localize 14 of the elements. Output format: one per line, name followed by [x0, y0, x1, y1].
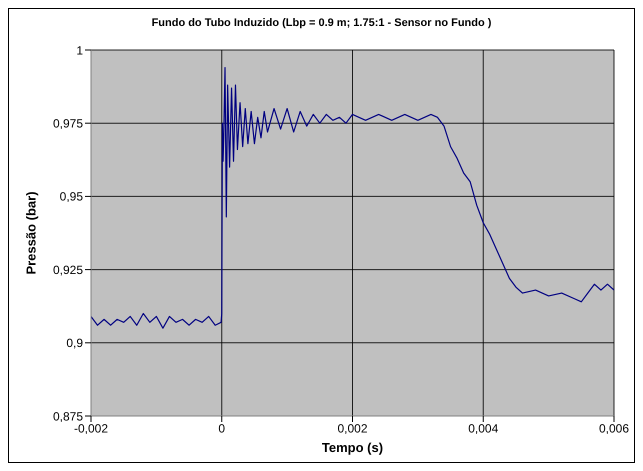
y-tick-label: 0,9 — [66, 336, 84, 350]
x-axis-title: Tempo (s) — [322, 440, 384, 455]
y-axis-title: Pressão (bar) — [24, 191, 39, 275]
x-tick-label: 0,006 — [598, 422, 630, 436]
x-tick-label: -0,002 — [74, 422, 108, 436]
y-tick-label: 0,95 — [60, 190, 84, 204]
y-tick-label: 0,975 — [52, 116, 84, 130]
chart-title: Fundo do Tubo Induzido (Lbp = 0.9 m; 1.75:1 - Sensor no Fundo ) — [150, 17, 492, 29]
x-tick-label: 0 — [218, 422, 226, 436]
y-tick-label: 0,875 — [52, 409, 84, 424]
y-tick-label: 1 — [76, 43, 84, 58]
y-tick-label: 0,925 — [52, 262, 84, 277]
x-tick-label: 0,002 — [337, 422, 368, 436]
x-tick-label: 0,004 — [468, 422, 499, 436]
